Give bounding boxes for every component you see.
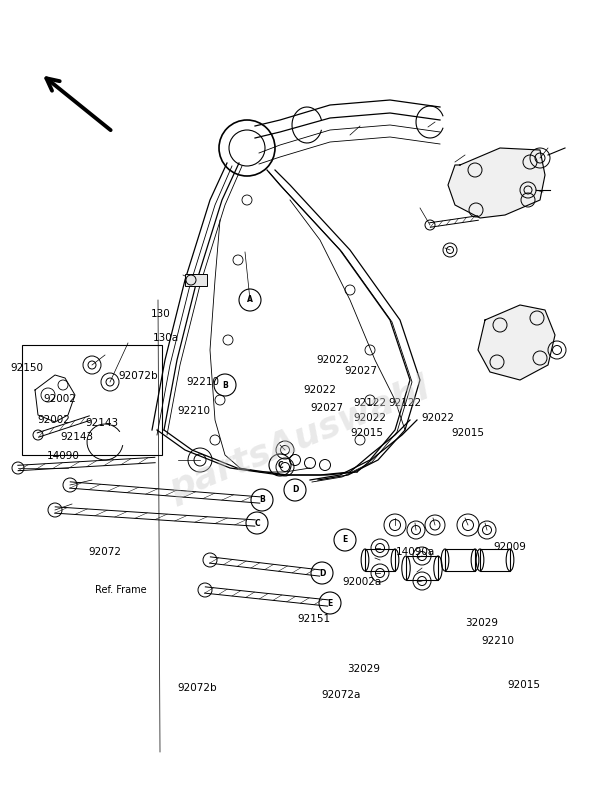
Text: D: D <box>292 485 298 495</box>
Bar <box>445 549 475 571</box>
Text: 92122: 92122 <box>389 399 422 408</box>
Text: 92022: 92022 <box>353 413 386 422</box>
Bar <box>22 345 162 455</box>
Text: 92072: 92072 <box>89 547 122 557</box>
Text: C: C <box>254 519 260 528</box>
Bar <box>365 549 395 571</box>
Text: 92210: 92210 <box>178 407 211 416</box>
Bar <box>406 556 438 580</box>
Text: 92027: 92027 <box>311 403 344 413</box>
Text: 92027: 92027 <box>344 366 377 375</box>
Text: 92210: 92210 <box>481 636 514 645</box>
Text: D: D <box>319 568 325 578</box>
Text: 92002: 92002 <box>43 394 76 403</box>
Bar <box>480 549 510 571</box>
Text: E: E <box>328 598 332 608</box>
Text: Ref. Frame: Ref. Frame <box>95 586 146 595</box>
Polygon shape <box>448 148 545 218</box>
Text: 92015: 92015 <box>350 428 383 437</box>
Text: B: B <box>259 495 265 505</box>
Text: partsAuswahl: partsAuswahl <box>165 372 435 507</box>
Text: 92143: 92143 <box>60 433 93 442</box>
Text: 92072b: 92072b <box>119 371 158 381</box>
Text: 92151: 92151 <box>298 615 331 624</box>
Text: 92022: 92022 <box>422 413 455 422</box>
Text: 92072b: 92072b <box>177 684 217 693</box>
Text: 92002: 92002 <box>38 415 71 425</box>
Text: 92210: 92210 <box>186 378 219 387</box>
Text: 92015: 92015 <box>451 428 484 437</box>
Text: B: B <box>222 381 228 389</box>
Text: 92072a: 92072a <box>321 690 361 699</box>
Text: 92009: 92009 <box>493 542 526 552</box>
Text: 32029: 32029 <box>465 618 498 627</box>
Text: A: A <box>247 295 253 305</box>
Text: 92022: 92022 <box>316 356 349 365</box>
Text: 130: 130 <box>151 309 171 319</box>
Text: 32029: 32029 <box>347 664 380 674</box>
Bar <box>185 274 207 286</box>
Text: 92022: 92022 <box>304 385 337 395</box>
Text: 92015: 92015 <box>507 681 540 690</box>
Text: 14090: 14090 <box>47 451 80 461</box>
Text: 92150: 92150 <box>11 363 44 373</box>
Text: E: E <box>343 535 347 545</box>
Polygon shape <box>478 305 555 380</box>
Text: C: C <box>277 461 283 469</box>
Text: 14090a: 14090a <box>396 547 435 557</box>
Text: 92122: 92122 <box>353 399 386 408</box>
Text: 92002a: 92002a <box>342 578 381 587</box>
Text: 130a: 130a <box>152 333 179 342</box>
Text: 92143: 92143 <box>85 418 118 428</box>
